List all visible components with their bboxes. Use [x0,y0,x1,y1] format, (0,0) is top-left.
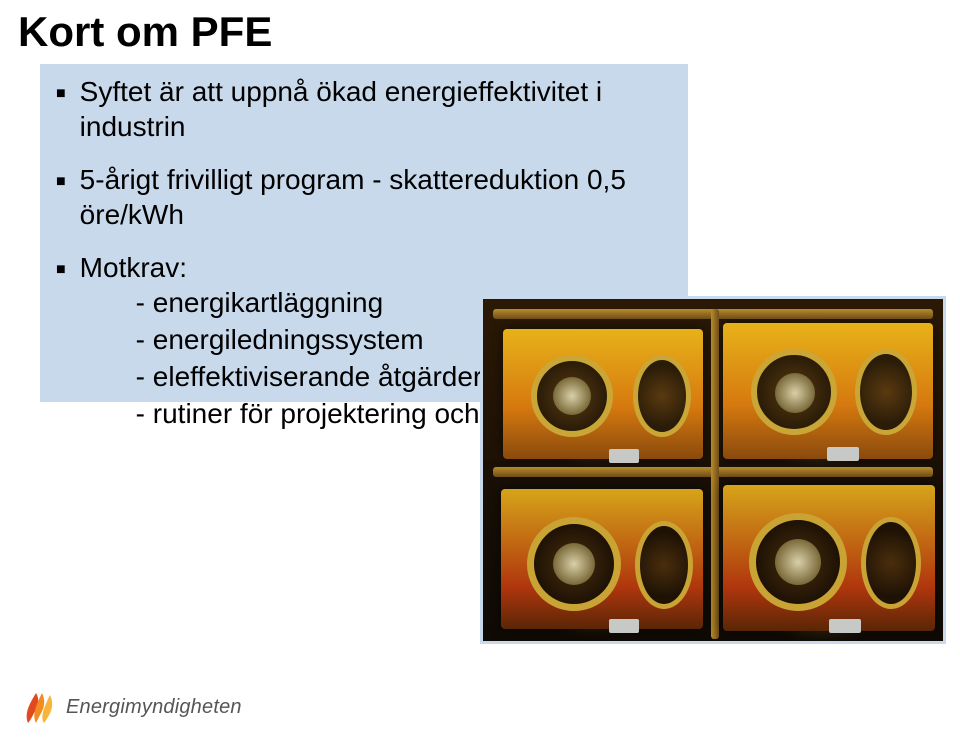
bullet-head: Motkrav: [80,252,187,283]
photo-wheel [855,349,917,435]
bullet-marker: ■ [56,172,66,232]
logo-text: Energimyndigheten [66,696,242,719]
bullet-text: 5-årigt frivilligt program - skattereduk… [80,162,676,232]
logo: Energimyndigheten [22,683,262,725]
bullet-marker: ■ [56,260,66,433]
photo-hub [775,373,815,413]
photo-panel [827,447,859,461]
bullet-item: ■ Syftet är att uppnå ökad energieffekti… [56,74,676,144]
photo-wheel [861,517,921,609]
photo-panel [609,619,639,633]
photo-wheel [635,521,693,609]
flame-icon [22,683,60,725]
bullet-item: ■ 5-årigt frivilligt program - skattered… [56,162,676,232]
photo-wheel [633,355,691,437]
industrial-photo [480,296,946,644]
slide: Kort om PFE ■ Syftet är att uppnå ökad e… [0,0,960,745]
page-title: Kort om PFE [18,8,272,56]
photo-hub [775,539,821,585]
photo-hub [553,543,595,585]
bullet-marker: ■ [56,84,66,144]
photo-hub [553,377,591,415]
photo-pipe [711,309,719,639]
photo-panel [609,449,639,463]
photo-panel [829,619,861,633]
bullet-text: Syftet är att uppnå ökad energieffektivi… [80,74,676,144]
